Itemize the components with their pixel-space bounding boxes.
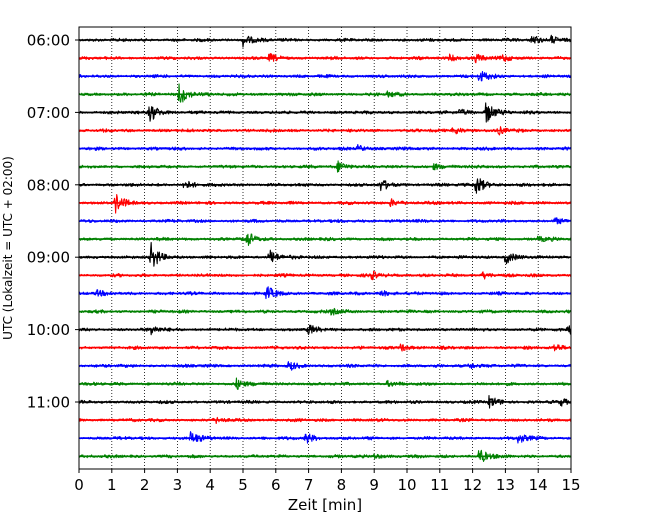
y-axis-ticks: 06:00 07:00 08:00 09:00 10:00 11:00 — [27, 32, 79, 412]
y-tick-label: 07:00 — [27, 104, 70, 122]
x-tick-label: 10 — [397, 476, 416, 494]
x-tick-label: 1 — [107, 476, 117, 494]
x-tick-label: 4 — [205, 476, 215, 494]
x-tick-label: 3 — [173, 476, 183, 494]
x-tick-label: 11 — [430, 476, 449, 494]
seismic-trace — [78, 70, 572, 82]
x-tick-label: 2 — [140, 476, 150, 494]
x-tick-label: 5 — [238, 476, 248, 494]
x-tick-label: 8 — [337, 476, 347, 494]
x-tick-label: 12 — [463, 476, 482, 494]
x-tick-label: 7 — [304, 476, 314, 494]
x-tick-label: 0 — [74, 476, 84, 494]
x-tick-label: 14 — [529, 476, 548, 494]
y-axis-label: UTC (Lokalzeit = UTC + 02:00) — [1, 156, 15, 340]
seismic-trace — [78, 324, 572, 336]
x-tick-label: 15 — [561, 476, 580, 494]
x-tick-label: 6 — [271, 476, 281, 494]
y-tick-label: 08:00 — [27, 176, 70, 194]
x-axis-ticks: 0 1 2 3 4 5 6 7 8 9 10 11 12 13 14 15 — [74, 469, 581, 494]
x-tick-label: 9 — [369, 476, 379, 494]
seismic-trace — [78, 102, 572, 123]
plot-frame — [78, 26, 572, 470]
y-tick-label: 10:00 — [27, 321, 70, 339]
y-tick-label: 09:00 — [27, 249, 70, 267]
y-tick-label: 11:00 — [27, 394, 70, 412]
x-tick-label: 13 — [496, 476, 515, 494]
y-tick-label: 06:00 — [27, 32, 70, 50]
seismic-traces — [78, 34, 572, 462]
x-axis-label: Zeit [min] — [288, 496, 362, 514]
seismic-trace — [78, 194, 572, 214]
